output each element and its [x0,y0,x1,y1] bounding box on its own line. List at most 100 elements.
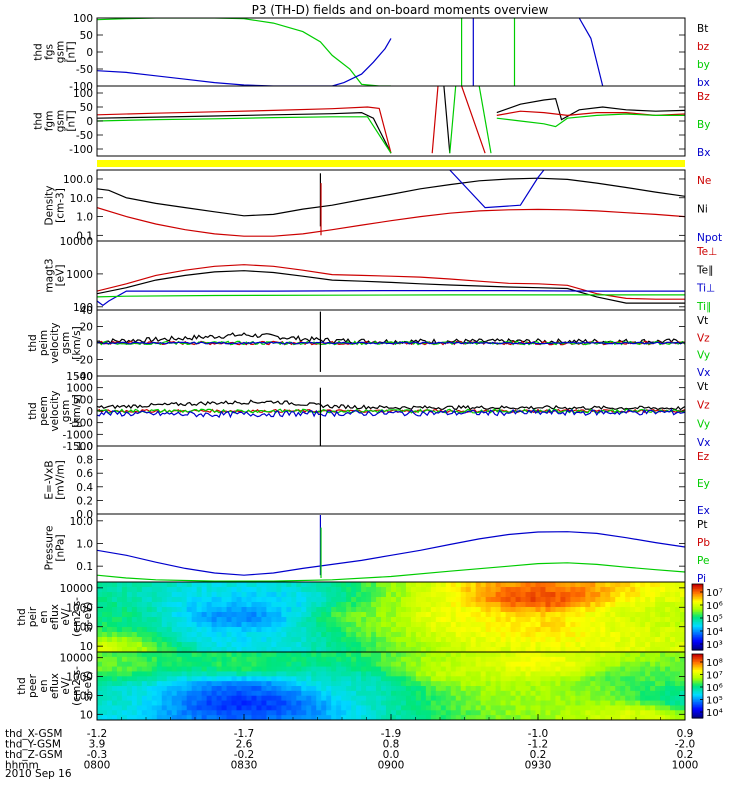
spectrogram-cell [206,607,213,613]
spectrogram-cell [680,622,685,628]
spectrogram-cell [590,656,596,663]
spectrogram-cell [660,647,666,652]
spectrogram-cell [670,612,676,618]
spectrogram-cell [341,700,347,707]
spectrogram-cell [221,695,228,702]
spectrogram-cell [680,705,685,711]
spectrogram-cell [640,686,646,692]
spectrogram-cell [570,622,576,628]
spectrogram-cell [341,612,347,618]
y-axis-label: en [38,679,50,692]
legend-entry: Bx [697,147,710,159]
spectrogram-cell [266,622,273,628]
spectrogram-cell [211,676,218,682]
spectrogram-cell [500,681,507,687]
spectrogram-cell [420,715,427,720]
spectrogram-cell [520,592,527,598]
spectrogram-cell [560,715,567,720]
spectrogram-cell [640,587,646,593]
spectrogram-cell [266,715,273,720]
colorbar-swatch [692,710,703,713]
spectrogram-cell [405,700,412,707]
spectrogram-cell [316,681,322,687]
spectrogram-cell [301,592,307,598]
spectrogram-cell [640,647,646,652]
spectrogram-cell [366,637,372,643]
spectrogram-cell [356,622,362,628]
spectrogram-cell [116,597,123,603]
spectrogram-cell [151,715,158,720]
spectrogram-cell [311,681,317,687]
spectrogram-cell [241,627,248,633]
spectrogram-cell [605,671,611,677]
spectrogram-cell [450,642,457,648]
spectrogram-cell [216,642,223,648]
spectrogram-cell [545,681,552,687]
spectrogram-cell [341,597,347,603]
spectrogram-cell [480,656,487,663]
spectrogram-cell [615,617,621,623]
spectrogram-cell [575,652,581,658]
spectrogram-cell [306,642,312,648]
spectrogram-cell [675,686,681,692]
spectrogram-cell [575,686,581,692]
spectrogram-cell [241,632,248,638]
spectrogram-cell [151,661,158,668]
spectrogram-cell [361,652,367,658]
spectrogram-cell [600,690,606,697]
spectrogram-cell [206,690,213,697]
legend-entry: bz [697,41,710,53]
spectrogram-cell [435,612,442,618]
spectrogram-cell [196,607,203,613]
spectrogram-cell [565,637,571,643]
spectrogram-cell [530,690,537,697]
spectrogram-cell [555,652,562,658]
spectrogram-cell [226,607,233,613]
spectrogram-cell [550,587,557,593]
spectrogram-cell [261,656,268,663]
spectrogram-cell [116,627,123,633]
y-axis-label: magt3 [44,258,56,292]
spectrogram-cell [221,700,228,707]
spectrogram-cell [545,700,552,707]
spectrogram-cell [500,632,507,638]
spectrogram-cell [266,686,273,692]
spectrogram-cell [480,681,487,687]
y-tick-label: 100 [73,302,93,314]
spectrogram-cell [101,642,108,648]
spectrogram-cell [216,632,223,638]
spectrogram-cell [575,617,581,623]
spectrogram-cell [680,612,685,618]
spectrogram-cell [336,597,342,603]
spectrogram-cell [306,686,312,692]
spectrogram-cell [366,612,372,618]
spectrogram-cell [356,695,362,702]
spectrogram-cell [291,676,297,682]
spectrogram-cell [291,632,297,638]
spectrogram-cell [505,700,512,707]
series-By [478,86,492,154]
colorbar-swatch [692,621,703,625]
colorbar-swatch [692,641,703,644]
spectrogram-cell [400,642,407,648]
spectrogram-cell [580,642,586,648]
spectrogram-cell [266,652,273,658]
spectrogram-cell [186,622,193,628]
spectrogram-cell [331,642,337,648]
spectrogram-cell [400,602,407,608]
spectrogram-cell [371,647,377,652]
spectrogram-cell [650,607,656,613]
spectrogram-cell [331,587,337,593]
spectrogram-cell [351,656,357,663]
y-tick-label: 40 [80,305,93,317]
spectrogram-cell [510,592,517,598]
spectrogram-cell [395,652,402,658]
spectrogram-cell [191,705,198,711]
spectrogram-cell [670,592,676,598]
series-group-temperature [97,264,685,307]
y-axis-label: gsm [60,332,72,354]
spectrogram-cell [141,710,148,716]
spectrogram-cell [635,622,641,628]
spectrogram-cell [575,647,581,652]
spectrogram-cell [645,592,651,598]
